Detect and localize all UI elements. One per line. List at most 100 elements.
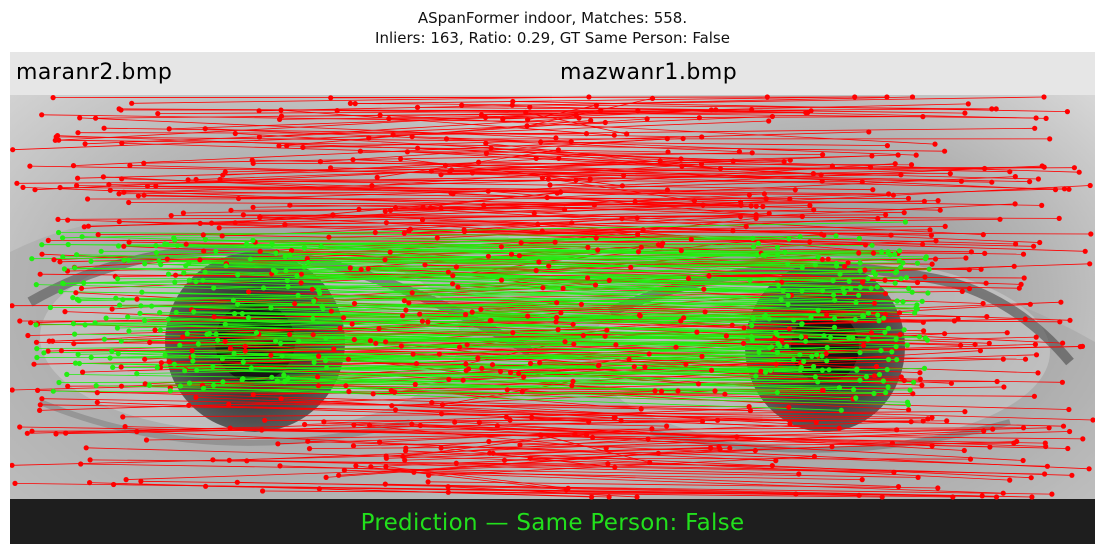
keypoint xyxy=(845,260,851,266)
keypoint xyxy=(871,269,877,275)
keypoint xyxy=(982,165,988,172)
keypoint xyxy=(913,152,919,158)
keypoint xyxy=(894,357,900,363)
keypoint xyxy=(282,379,288,385)
keypoint xyxy=(298,271,304,277)
keypoint xyxy=(986,340,992,346)
outlier-match-line xyxy=(131,96,589,104)
keypoint xyxy=(25,332,31,339)
keypoint xyxy=(202,236,208,243)
keypoint xyxy=(539,175,546,181)
keypoint xyxy=(107,355,113,361)
keypoint xyxy=(832,316,838,322)
keypoint xyxy=(476,419,482,425)
keypoint xyxy=(826,367,832,373)
keypoint xyxy=(880,378,887,384)
keypoint xyxy=(897,331,903,338)
keypoint xyxy=(119,176,125,182)
keypoint xyxy=(425,319,431,325)
inlier-match-line xyxy=(202,279,845,294)
keypoint xyxy=(374,174,380,180)
keypoint xyxy=(1052,187,1059,193)
keypoint xyxy=(775,340,781,346)
keypoint xyxy=(870,250,877,256)
keypoint xyxy=(568,138,574,145)
keypoint xyxy=(860,279,866,285)
inlier-match-line xyxy=(209,333,849,339)
keypoint xyxy=(253,330,260,336)
outlier-match-line xyxy=(95,110,812,119)
keypoint xyxy=(37,407,43,413)
keypoint xyxy=(12,480,18,486)
keypoint xyxy=(649,95,656,101)
keypoint xyxy=(525,117,531,123)
outlier-match-line xyxy=(49,318,1026,342)
keypoint xyxy=(200,232,206,238)
keypoint xyxy=(836,425,842,431)
keypoint xyxy=(678,318,684,324)
keypoint xyxy=(347,265,353,271)
keypoint xyxy=(508,251,515,257)
inlier-match-line xyxy=(66,374,889,388)
keypoint xyxy=(1027,301,1033,307)
keypoint xyxy=(766,118,772,124)
keypoint xyxy=(799,288,805,294)
keypoint xyxy=(469,170,475,176)
keypoint xyxy=(898,172,904,178)
keypoint xyxy=(63,430,69,436)
keypoint xyxy=(935,485,941,491)
keypoint xyxy=(236,195,242,202)
keypoint xyxy=(488,145,494,151)
keypoint xyxy=(482,114,489,121)
keypoint xyxy=(884,366,890,373)
keypoint xyxy=(665,149,671,155)
keypoint xyxy=(748,333,755,340)
keypoint xyxy=(485,188,491,194)
keypoint xyxy=(586,94,592,100)
keypoint xyxy=(162,352,168,358)
keypoint xyxy=(823,351,829,357)
keypoint xyxy=(407,226,413,232)
keypoint xyxy=(50,388,56,394)
keypoint xyxy=(58,348,64,354)
keypoint xyxy=(174,243,181,249)
outlier-match-line xyxy=(358,188,1065,210)
keypoint xyxy=(302,421,308,428)
keypoint xyxy=(588,117,594,124)
keypoint xyxy=(827,334,834,341)
keypoint xyxy=(1043,443,1049,450)
keypoint xyxy=(274,378,280,384)
keypoint xyxy=(834,263,840,269)
keypoint xyxy=(554,300,560,306)
keypoint xyxy=(182,368,188,374)
keypoint xyxy=(583,131,590,137)
keypoint xyxy=(989,179,995,185)
outlier-match-line xyxy=(22,187,803,217)
outlier-match-line xyxy=(87,197,909,200)
inlier-match-line xyxy=(159,312,754,320)
keypoint xyxy=(749,322,755,329)
keypoint xyxy=(39,396,45,402)
keypoint xyxy=(278,396,284,402)
keypoint xyxy=(240,212,246,218)
keypoint xyxy=(812,374,819,380)
keypoint xyxy=(269,374,275,380)
keypoint xyxy=(56,229,62,236)
keypoint xyxy=(83,445,89,451)
keypoint xyxy=(173,309,179,315)
inlier-match-line xyxy=(321,245,754,248)
outlier-match-line xyxy=(185,369,1063,383)
keypoint xyxy=(933,238,939,244)
keypoint xyxy=(282,253,288,259)
keypoint xyxy=(892,161,898,167)
outlier-match-line xyxy=(441,201,741,209)
keypoint xyxy=(850,335,856,341)
keypoint xyxy=(60,235,66,241)
keypoint xyxy=(139,289,145,295)
keypoint xyxy=(87,457,93,463)
keypoint xyxy=(815,379,821,385)
keypoint xyxy=(679,163,685,169)
keypoint xyxy=(980,232,986,238)
keypoint xyxy=(98,248,104,254)
keypoint xyxy=(619,183,626,189)
